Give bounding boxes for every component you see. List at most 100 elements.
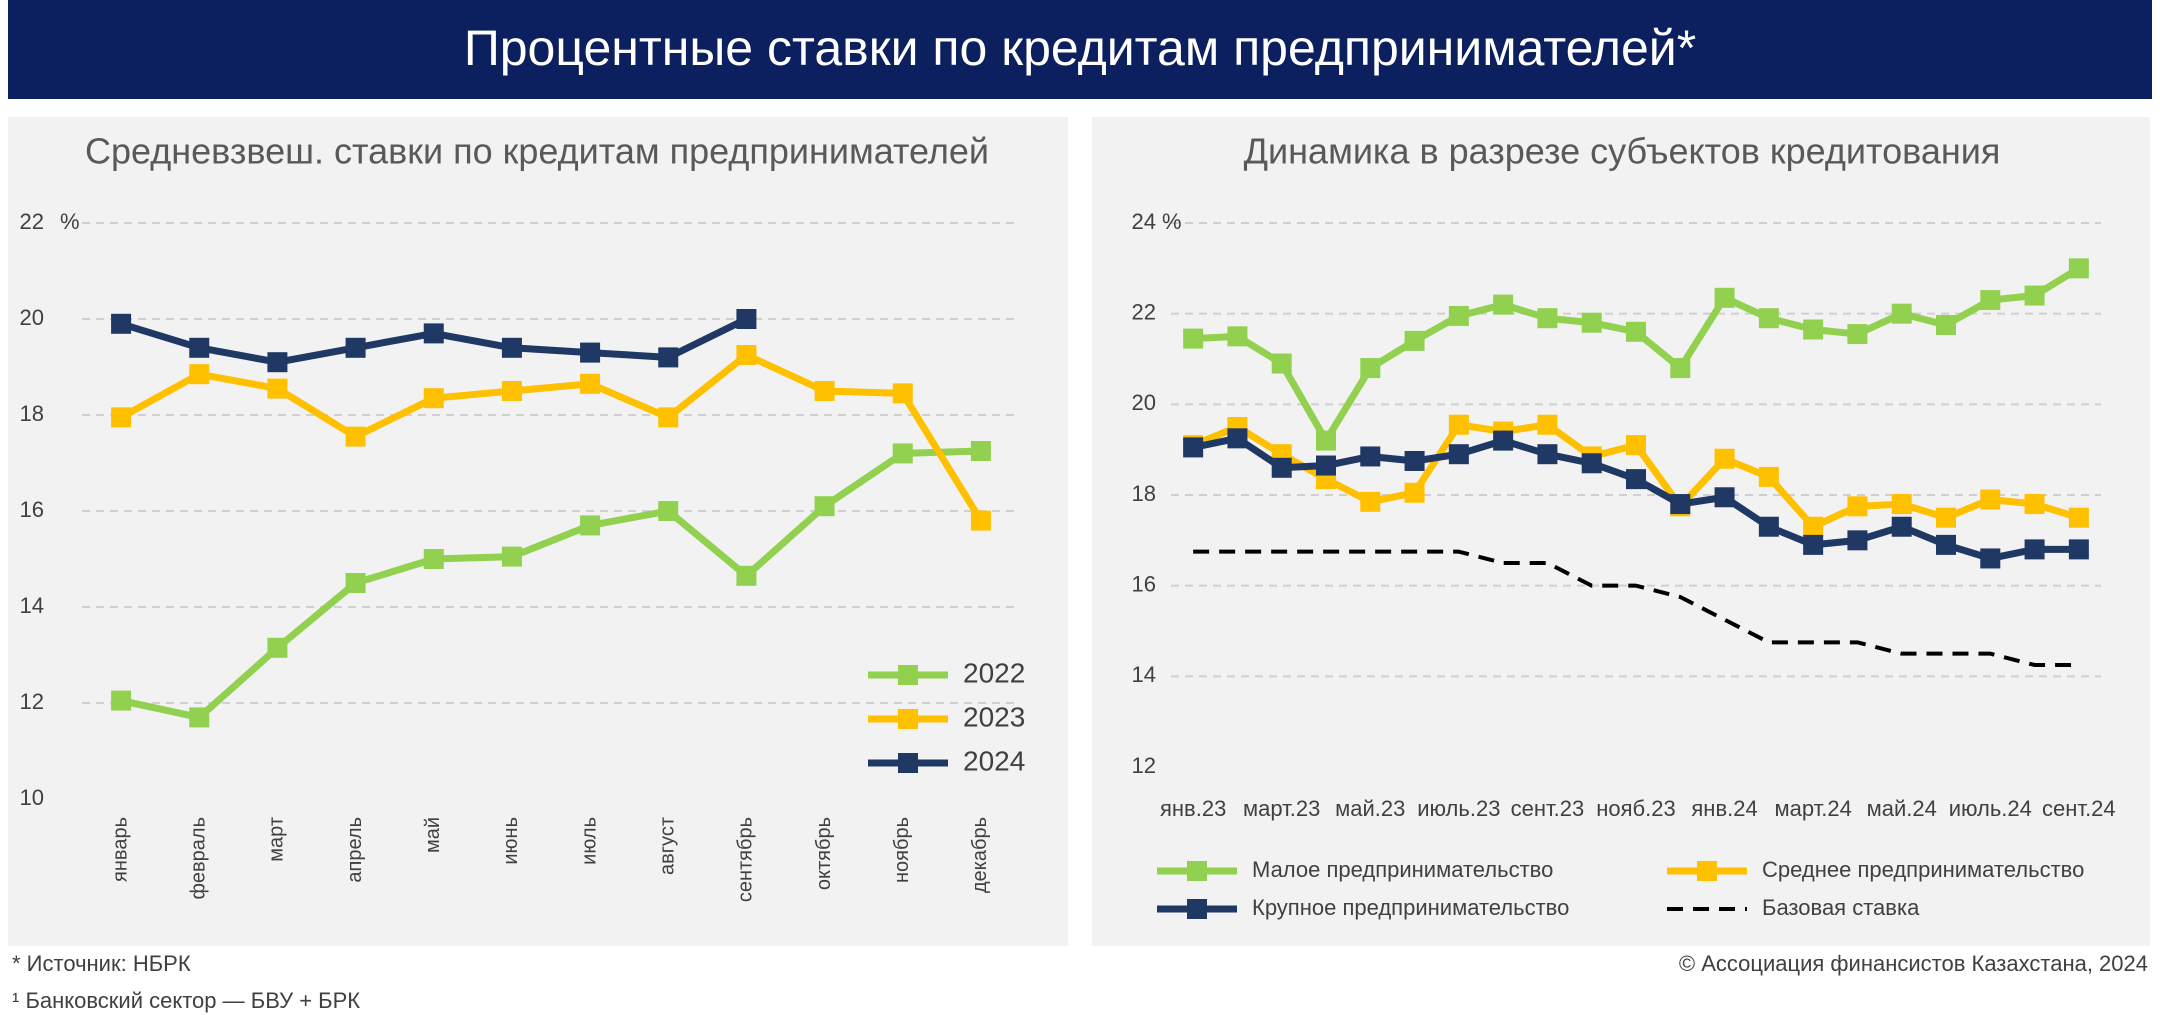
y-unit: %	[1162, 209, 1182, 234]
marker	[267, 637, 288, 658]
marker	[1404, 330, 1425, 351]
marker	[1980, 548, 2001, 569]
y-tick-label: 24	[1132, 209, 1156, 234]
x-tick-label: март.23	[1243, 796, 1320, 821]
legend-label: 2024	[963, 745, 1025, 776]
marker	[1626, 321, 1646, 342]
y-tick-label: 20	[20, 305, 44, 330]
marker	[345, 573, 366, 593]
marker	[580, 373, 601, 394]
marker	[1936, 534, 1956, 555]
marker	[1758, 466, 1779, 487]
panel	[8, 117, 1068, 946]
marker	[814, 381, 835, 401]
marker	[1626, 435, 1646, 456]
x-tick-label: сент.23	[1511, 796, 1585, 821]
marker	[1316, 455, 1336, 476]
marker	[1581, 312, 1602, 333]
series-line	[1193, 549, 2079, 667]
marker	[2024, 494, 2045, 515]
marker	[1448, 414, 1469, 435]
marker	[1537, 444, 1558, 465]
legend-marker	[898, 709, 918, 729]
marker	[1271, 353, 1292, 374]
marker	[658, 407, 679, 428]
marker	[423, 549, 444, 569]
marker	[1581, 453, 1602, 474]
footnote: ¹ Банковский сектор — БВУ + БРК	[12, 988, 360, 1013]
marker	[1891, 494, 1912, 515]
marker	[1316, 430, 1336, 451]
chart-title: Динамика в разрезе субъектов кредитовани…	[1244, 131, 2001, 172]
legend-label: Базовая ставка	[1762, 895, 1920, 920]
marker	[970, 510, 991, 531]
x-tick-label: сентябрь	[735, 817, 757, 902]
series-line	[120, 447, 982, 721]
marker	[1448, 444, 1469, 465]
marker	[736, 309, 757, 329]
copyright: © Ассоциация финансистов Казахстана, 202…	[1679, 951, 2148, 976]
marker	[423, 323, 444, 344]
marker	[501, 546, 522, 567]
marker	[1980, 290, 2001, 311]
legend-marker	[1187, 861, 1207, 881]
y-tick-label: 20	[1132, 390, 1156, 415]
marker	[345, 426, 366, 447]
marker	[1714, 448, 1735, 469]
y-tick-label: 22	[1132, 299, 1156, 324]
panel	[1092, 117, 2150, 946]
y-tick-label: 10	[20, 785, 44, 810]
marker	[1714, 287, 1735, 308]
x-tick-label: февраль	[188, 817, 210, 900]
x-tick-label: январь	[109, 817, 131, 882]
x-tick-label: май.23	[1335, 796, 1405, 821]
marker	[1803, 319, 1824, 340]
marker	[1891, 303, 1912, 324]
y-tick-label: 16	[20, 497, 44, 522]
marker	[1183, 328, 1204, 349]
x-tick-label: июль	[578, 817, 600, 865]
marker	[736, 345, 757, 365]
marker	[423, 388, 444, 409]
marker	[1847, 324, 1868, 345]
marker	[2024, 285, 2045, 306]
marker	[658, 501, 679, 521]
marker	[1803, 534, 1824, 555]
legend-label: 2023	[963, 701, 1025, 732]
y-tick-label: 14	[20, 593, 44, 618]
marker	[1227, 428, 1248, 449]
marker	[1936, 507, 1956, 528]
series-line	[119, 351, 984, 523]
marker	[580, 342, 601, 363]
x-tick-label: янв.23	[1160, 796, 1226, 821]
marker	[1847, 530, 1868, 551]
legend-marker	[1187, 899, 1207, 919]
header-title: Процентные ставки по кредитам предприним…	[464, 20, 1696, 76]
marker	[1271, 457, 1292, 478]
marker	[1404, 451, 1425, 471]
legend-label: Крупное предпринимательство	[1252, 895, 1569, 920]
marker	[1626, 469, 1646, 490]
marker	[2068, 539, 2089, 560]
legend-label: Среднее предпринимательство	[1762, 857, 2084, 882]
x-tick-label: май	[422, 817, 444, 853]
x-tick-label: янв.24	[1691, 796, 1757, 821]
marker	[1493, 294, 1514, 315]
marker	[1758, 516, 1779, 537]
y-unit: %	[60, 209, 80, 234]
legend-label: 2022	[963, 657, 1025, 688]
x-tick-label: март	[266, 817, 288, 862]
y-tick-label: 22	[20, 209, 44, 234]
marker	[1448, 305, 1469, 326]
y-tick-label: 12	[20, 689, 44, 714]
marker	[970, 441, 991, 461]
marker	[111, 407, 132, 428]
marker	[267, 378, 288, 399]
marker	[1360, 358, 1381, 379]
marker	[345, 337, 366, 358]
y-tick-label: 14	[1132, 662, 1156, 687]
x-tick-label: июль.23	[1417, 796, 1500, 821]
x-tick-label: сент.24	[2042, 796, 2116, 821]
marker	[1537, 414, 1558, 435]
marker	[892, 383, 913, 404]
